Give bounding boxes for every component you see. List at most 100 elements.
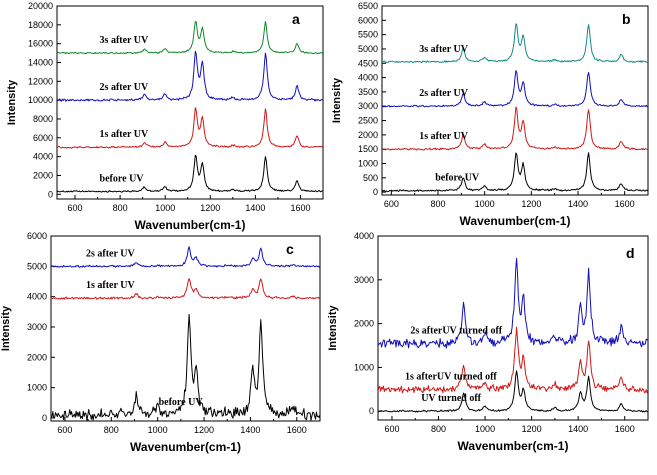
series-label: 2s afterUV turned off [410,325,502,336]
y-tick-label: 3000 [354,275,374,285]
y-tick-label: 2500 [358,116,378,126]
y-tick-label: 12000 [28,76,53,86]
y-tick-label: 5500 [358,30,378,40]
series-line [382,23,648,64]
x-axis-title: Wavenumber(cm-1) [460,214,571,228]
y-axis-title: Intensity [331,77,343,123]
y-tick-label: 16000 [28,39,53,49]
panel-c: 600 800 1000 1200 1400 1600 0 1000 2000 3000 4000 5… [0,231,321,454]
series-line [57,21,323,55]
y-tick-label: 0 [48,189,53,199]
panel-letter: c [286,241,294,257]
plot-frame [377,235,649,421]
series-label: 1s after UV [419,131,468,142]
y-tick-label: 4000 [358,73,378,83]
x-tick-label: 600 [384,199,399,209]
plot-frame [56,5,324,200]
y-tick-label: 4000 [354,231,374,241]
x-axis-title: Wavenumber(cm-1) [458,439,569,453]
y-tick-label: 10000 [28,95,53,105]
x-tick-label: 1400 [245,203,265,213]
series-label: before UV [100,173,145,184]
x-tick-label: 1600 [290,203,310,213]
y-tick-label: 4000 [33,152,53,162]
y-axis-title: Intensity [6,79,18,125]
y-tick-label: 1500 [358,144,378,154]
y-tick-label: 3000 [358,101,378,111]
series-line [57,107,323,149]
x-tick-label: 1400 [568,424,588,434]
y-tick-label: 3000 [27,322,47,332]
y-tick-label: 2000 [354,319,374,329]
series-label: 2s after UV [100,82,149,93]
x-tick-label: 600 [68,203,83,213]
x-tick-label: 800 [113,203,128,213]
y-tick-label: 6500 [358,1,378,11]
x-tick-label: 1600 [615,424,635,434]
y-tick-label: 5000 [358,44,378,54]
series-label: 2s after UV [419,88,468,99]
series-label: 3s after UV [419,44,468,55]
panel-letter: b [622,11,631,27]
panel-letter: d [626,245,635,261]
series-line [378,257,648,349]
series-line [57,154,323,193]
series-label: 2s after UV [86,248,135,259]
panel-a: 600 800 1000 1200 1400 1600020004000600080001… [6,1,324,232]
series-label: before UV [159,397,204,408]
y-tick-label: 3500 [358,87,378,97]
series-line [382,70,648,108]
y-tick-label: 4000 [27,292,47,302]
y-tick-label: 2000 [33,170,53,180]
y-tick-label: 6000 [27,231,47,241]
y-tick-label: 2000 [27,352,47,362]
x-tick-label: 1600 [287,425,307,435]
x-tick-label: 1000 [148,425,168,435]
y-tick-label: 8000 [33,114,53,124]
y-tick-label: 18000 [28,20,53,30]
x-tick-label: 1200 [194,425,214,435]
x-tick-label: 1600 [615,199,635,209]
series-line [378,326,648,394]
series-label: 1s after UV [100,129,149,140]
x-axis-title: Wavenumber(cm-1) [130,440,241,454]
y-axis-title: Intensity [327,305,339,351]
series-label: before UV [435,173,480,184]
panel-letter: a [292,11,300,27]
series-label: 1s after UV [86,280,135,291]
y-axis-title: Intensity [0,305,12,351]
x-tick-label: 800 [104,425,119,435]
y-tick-label: 500 [363,173,378,183]
x-axis-title: Wavenumber(cm-1) [135,218,246,232]
y-tick-label: 6000 [33,133,53,143]
x-tick-label: 1400 [240,425,260,435]
x-tick-label: 800 [431,424,446,434]
x-tick-label: 1200 [521,199,541,209]
y-tick-label: 1000 [354,362,374,372]
series-label: 1s afterUV turned off [405,371,497,382]
y-tick-label: 0 [42,413,47,423]
y-tick-label: 14000 [28,57,53,67]
x-tick-label: 600 [384,424,399,434]
y-tick-label: 1000 [27,383,47,393]
series-line [51,246,320,268]
x-tick-label: 800 [430,199,445,209]
x-tick-label: 1000 [475,424,495,434]
panel-b: 600 800 1000 1200 1400 1600 0 500 1000 1500 2000 25… [331,1,649,228]
plot-frame [50,235,321,422]
plot-frame [381,5,649,196]
series-label: UV turned off [421,393,481,404]
y-tick-label: 2000 [358,130,378,140]
y-tick-label: 0 [373,187,378,197]
panel-d: 600 800 1000 1200 1400 1600 0 1000 2000 3000 4000 W… [327,231,649,453]
series-label: 3s after UV [100,35,149,46]
y-tick-label: 6000 [358,15,378,25]
x-tick-label: 1200 [522,424,542,434]
series-line [51,313,320,421]
series-line [378,370,648,413]
y-tick-label: 1000 [358,159,378,169]
y-tick-label: 5000 [27,261,47,271]
y-tick-label: 20000 [28,1,53,11]
